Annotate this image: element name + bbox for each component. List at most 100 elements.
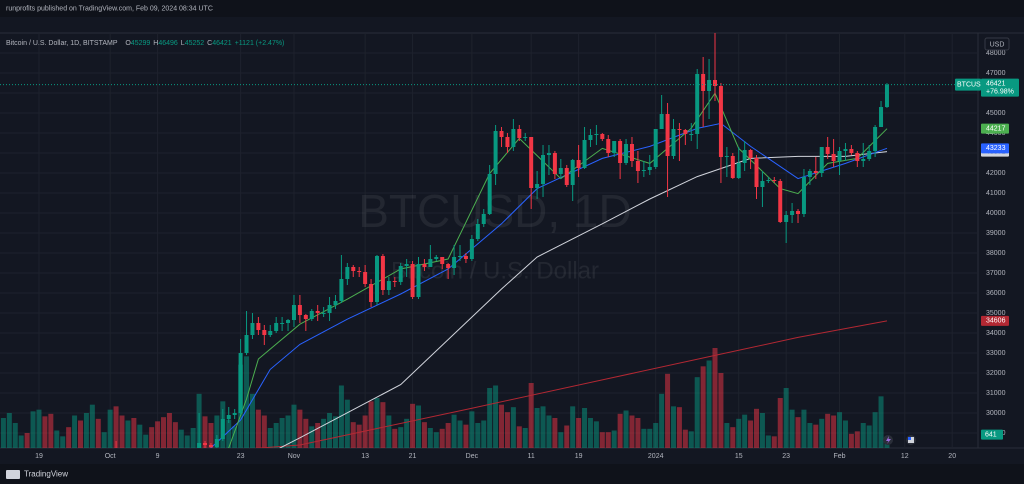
candle-body [884,84,889,108]
volume-bar [499,404,505,448]
volume-bar [789,409,795,448]
candle-body [736,163,741,178]
candle-body [873,127,878,151]
volume-bar [837,412,843,448]
volume-bar [570,406,576,448]
y-tick-label: 38000 [986,250,1006,257]
x-tick-label: 2024 [648,453,664,460]
candle-body [440,257,445,264]
candle-body [766,180,771,181]
volume-bar [202,416,208,448]
volume-bar [848,433,854,448]
volume-bar [831,415,837,448]
legend-change: +1121 (+2.47%) [235,40,285,47]
candle-body [280,323,285,324]
y-tick-label: 40000 [986,210,1006,217]
volume-bar [552,418,558,448]
candle-body [297,305,302,315]
volume-bar [338,385,344,448]
candle-body [452,257,457,268]
candle-body [499,131,504,137]
candle-body [262,330,267,335]
price-tag [981,78,1019,97]
volume-bar [309,426,315,448]
volume-bar [125,420,131,448]
volume-bar [866,425,872,448]
volume-bar [504,412,510,448]
x-tick-label: 19 [35,453,43,460]
volume-bar [854,431,860,448]
volume-bar [475,423,481,448]
footer-bar [0,464,1024,484]
volume-bar [439,428,445,448]
candle-body [416,264,421,297]
grid [0,33,978,448]
volume-bar [801,409,807,448]
volume-bar [66,427,72,448]
price-tag-value: 46421 [986,80,1006,87]
volume-bar [89,404,95,448]
volume-tag [981,429,1003,440]
volume-bar [107,409,113,448]
legend-value: 45252 [185,40,205,47]
watermark-symbol: BTCUSD, 1D [358,185,631,237]
candle-body [238,353,243,413]
candle-body [546,153,551,155]
candle-body [481,214,486,224]
volume-bar [795,417,801,448]
y-tick-label: 31000 [986,390,1006,397]
volume-bar [813,424,819,448]
volume-bar [356,424,362,448]
x-tick-label: 11 [528,453,535,460]
volume-bar [670,406,676,448]
candle-body [203,443,208,445]
candle-body [232,413,237,415]
moving-average [278,151,888,448]
volume-bar [226,419,232,448]
brand-logo [6,470,20,479]
candle-body [772,180,777,181]
volume-bar [534,408,540,448]
currency-box[interactable] [984,37,1010,51]
candle-body [790,211,795,215]
volume-bar [558,432,564,448]
volume-bar [24,433,30,448]
moving-average [253,320,888,448]
volume-bar [60,436,66,448]
candle-body [333,301,338,305]
volume-bar [77,420,83,448]
volume-bar [404,418,410,448]
candle-body [695,74,700,134]
volume-bar [576,418,582,448]
volume-bar [706,360,712,448]
candle-body [535,184,540,188]
ma-tag-value: 44217 [986,126,1006,133]
volume-bar [137,424,143,448]
volume-bar [860,423,866,448]
candle-body [274,323,279,331]
moving-average [209,122,888,448]
volume-bar [842,420,848,448]
candle-body [701,74,706,91]
x-tick-label: 9 [156,453,160,460]
volume-bar [884,442,890,448]
candle-body [730,156,735,178]
volume-bar [546,415,552,448]
volume-bar [30,411,36,448]
x-tick-label: Feb [833,453,845,460]
candle-body [208,445,213,447]
header-bar [0,0,1024,17]
volume-bar [682,429,688,448]
event-flag-canton [908,437,911,440]
price-tag-change: +76.98% [986,88,1014,95]
x-tick-label: 12 [901,453,909,460]
candle-body [404,264,409,266]
candle-body [327,305,332,313]
volume-bar [285,415,291,448]
x-tick-label: 23 [237,453,245,460]
currency[interactable]: USD [990,41,1005,48]
volume-bar [522,428,528,448]
volume-bar [819,418,825,448]
